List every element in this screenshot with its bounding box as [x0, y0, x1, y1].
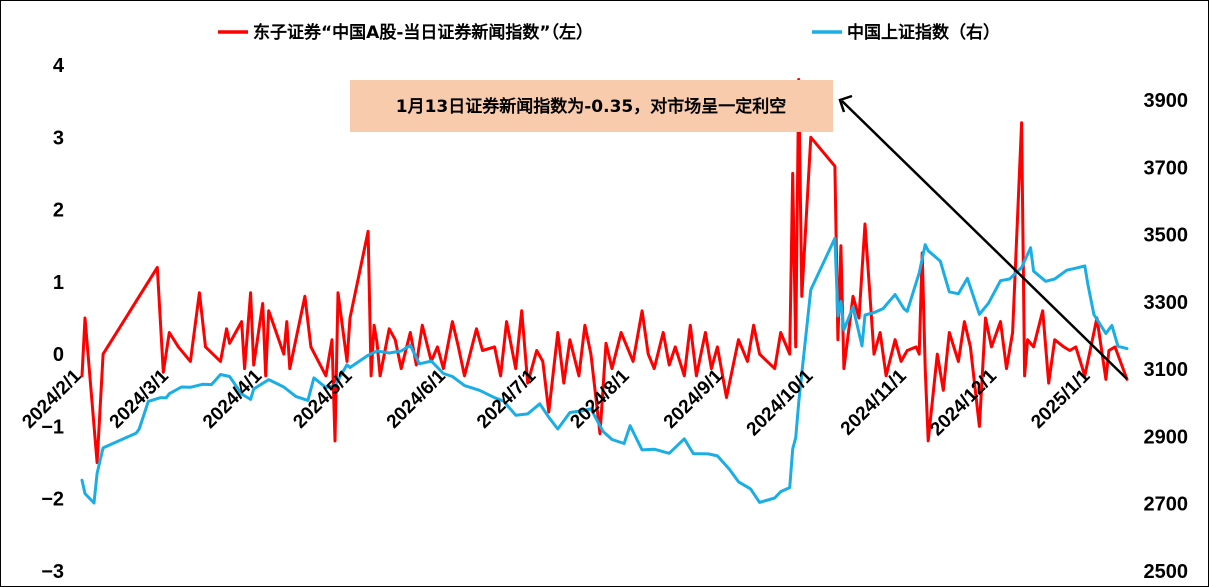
series-layer: [80, 78, 1129, 505]
right-axis-tick-label: 2700: [1144, 494, 1189, 516]
legend-label-shanghai-index: 中国上证指数（右）: [847, 22, 1000, 43]
left-axis-tick-label: 0: [53, 344, 64, 366]
right-axis-tick-label: 3300: [1144, 292, 1189, 314]
left-axis-tick-label: −2: [41, 489, 64, 511]
legend: 东子证券“中国A股-当日证券新闻指数”（左） 中国上证指数（右）: [218, 22, 1000, 43]
x-axis-tick-label: 2025/1/1: [1027, 365, 1094, 432]
legend-label-news-index: 东子证券“中国A股-当日证券新闻指数”（左）: [253, 22, 593, 43]
left-axis-tick-label: 1: [53, 272, 64, 294]
annotation-arrow-head: [838, 94, 853, 113]
left-axis-tick-label: 4: [53, 55, 65, 77]
annotation-box: [350, 80, 833, 132]
x-axis-tick-label: 2024/4/1: [199, 365, 266, 432]
right-axis-ticks: 3900 3700 3500 3300 3100 2900 2700 2500: [1144, 90, 1189, 583]
annotation-arrow-line: [841, 100, 1128, 380]
x-axis-tick-label: 2024/9/1: [660, 365, 727, 432]
series-line-shanghai-index: [80, 236, 1129, 505]
right-axis-tick-label: 2500: [1144, 561, 1189, 583]
right-axis-tick-label: 3500: [1144, 225, 1189, 247]
left-axis-tick-label: 3: [53, 127, 64, 149]
x-axis-tick-label: 2024/12/1: [926, 365, 1001, 440]
right-axis-tick-label: 2900: [1144, 426, 1189, 448]
x-axis-tick-label: 2024/11/1: [837, 365, 911, 439]
annotation: 1月13日证券新闻指数为-0.35，对市场呈一定利空: [350, 80, 1128, 380]
left-axis-ticks: 4 3 2 1 0 −1 −2 −3: [41, 55, 65, 583]
series-line-news-index: [80, 78, 1129, 465]
right-axis-tick-label: 3100: [1144, 359, 1189, 381]
x-axis-tick-label: 2024/6/1: [383, 365, 450, 432]
left-axis-tick-label: −1: [41, 416, 64, 438]
right-axis-tick-label: 3700: [1144, 157, 1189, 179]
left-axis-tick-label: 2: [53, 200, 64, 222]
annotation-text: 1月13日证券新闻指数为-0.35，对市场呈一定利空: [396, 96, 787, 117]
left-axis-tick-label: −3: [41, 561, 64, 583]
x-axis-tick-label: 2024/10/1: [743, 365, 818, 440]
x-axis-tick-label: 2024/7/1: [473, 365, 540, 432]
right-axis-tick-label: 3900: [1144, 90, 1189, 112]
